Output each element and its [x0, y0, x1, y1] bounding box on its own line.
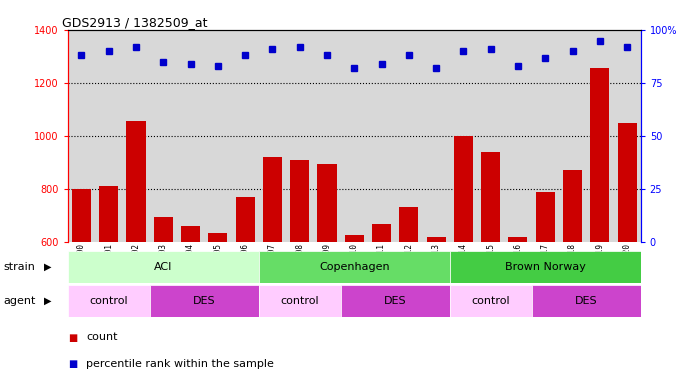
Bar	[99, 186, 118, 242]
Text: ■: ■	[68, 359, 77, 369]
Bar	[399, 207, 418, 242]
Text: ▶: ▶	[44, 296, 52, 306]
Text: DES: DES	[384, 296, 407, 306]
Bar	[532, 30, 559, 242]
Bar	[313, 30, 340, 242]
Bar	[372, 224, 391, 242]
Bar	[204, 30, 231, 242]
Bar	[68, 285, 150, 317]
Bar	[481, 152, 500, 242]
Text: DES: DES	[575, 296, 597, 306]
Bar	[150, 30, 177, 242]
Bar	[504, 30, 532, 242]
Bar	[508, 237, 527, 242]
Bar	[177, 30, 204, 242]
Text: control: control	[281, 296, 319, 306]
Bar	[454, 136, 473, 242]
Bar	[150, 285, 259, 317]
Bar	[477, 30, 504, 242]
Text: DES: DES	[193, 296, 216, 306]
Bar	[95, 30, 122, 242]
Bar	[231, 30, 259, 242]
Bar	[263, 157, 282, 242]
Text: GDS2913 / 1382509_at: GDS2913 / 1382509_at	[62, 16, 207, 29]
Bar	[532, 285, 641, 317]
Bar	[259, 251, 450, 283]
Bar	[422, 30, 450, 242]
Bar	[154, 217, 173, 242]
Text: agent: agent	[3, 296, 36, 306]
Bar	[614, 30, 641, 242]
Bar	[290, 160, 309, 242]
Bar	[395, 30, 422, 242]
Bar	[181, 226, 200, 242]
Bar	[317, 164, 336, 242]
Text: percentile rank within the sample: percentile rank within the sample	[86, 359, 274, 369]
Bar	[559, 30, 586, 242]
Bar	[426, 237, 445, 242]
Text: control: control	[89, 296, 128, 306]
Bar	[235, 197, 255, 242]
Bar	[259, 30, 286, 242]
Text: ■: ■	[68, 333, 77, 342]
Text: ACI: ACI	[154, 262, 172, 272]
Bar	[259, 285, 340, 317]
Text: ▶: ▶	[44, 262, 52, 272]
Bar	[68, 30, 95, 242]
Bar	[344, 235, 364, 242]
Text: Brown Norway: Brown Norway	[505, 262, 586, 272]
Bar	[340, 285, 450, 317]
Text: strain: strain	[3, 262, 35, 272]
Bar	[208, 232, 227, 242]
Bar	[450, 30, 477, 242]
Bar	[286, 30, 313, 242]
Bar	[536, 192, 555, 242]
Bar	[72, 189, 91, 242]
Text: control: control	[471, 296, 510, 306]
Bar	[122, 30, 150, 242]
Bar	[368, 30, 395, 242]
Bar	[586, 30, 614, 242]
Bar	[68, 251, 259, 283]
Bar	[563, 170, 582, 242]
Bar	[450, 251, 641, 283]
Bar	[340, 30, 368, 242]
Text: Copenhagen: Copenhagen	[319, 262, 390, 272]
Bar	[127, 122, 146, 242]
Bar	[591, 68, 610, 242]
Bar	[450, 285, 532, 317]
Text: count: count	[86, 333, 117, 342]
Bar	[618, 123, 637, 242]
